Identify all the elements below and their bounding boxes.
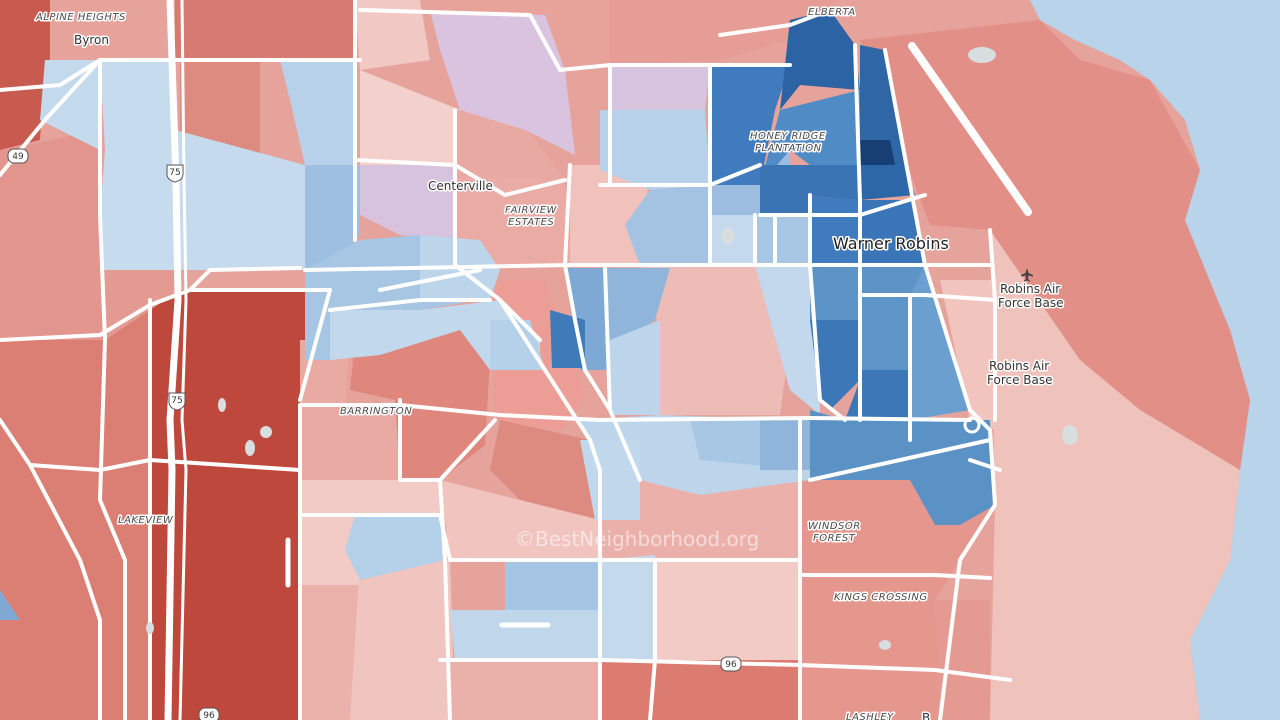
place-labels: ALPINE HEIGHTS Byron ELBERTA HONEY RIDGE… [34, 6, 1066, 720]
label-centerville: Centerville [428, 179, 493, 193]
shield-us96-bottom: 96 [203, 711, 215, 720]
label-barrington: BARRINGTON [340, 406, 412, 417]
airplane-icon[interactable] [1021, 268, 1033, 282]
shield-us96-mid: 96 [725, 660, 737, 670]
lakes [146, 47, 1078, 650]
label-robins-base-1: Robins Air [989, 359, 1049, 373]
route-shield-icon: 96 [198, 707, 220, 720]
route-shield-icon: 96 [720, 656, 742, 672]
label-fairview: FAIRVIEW [505, 205, 558, 216]
label-warner-robins: Warner Robins [833, 234, 949, 253]
label-alpine-heights: ALPINE HEIGHTS [35, 12, 126, 23]
label-lakeview: LAKEVIEW [118, 515, 174, 526]
label-robins-afb-2: Force Base [998, 296, 1064, 310]
highway-shields: 75 75 49 96 96 [7, 148, 742, 720]
district-polygons-blue [40, 10, 995, 660]
label-byron: Byron [74, 33, 109, 47]
label-elberta: ELBERTA [808, 7, 856, 18]
interstate-shield-icon: 75 [168, 392, 186, 411]
label-honey-ridge: HONEY RIDGE [750, 131, 826, 142]
label-estates: ESTATES [508, 217, 554, 228]
label-robins-afb-1: Robins Air [1000, 282, 1060, 296]
label-lashley: LASHLEY [846, 712, 894, 720]
road-network [0, 0, 1032, 720]
shield-i75-mid: 75 [171, 396, 182, 406]
label-kings-crossing: KINGS CROSSING [834, 592, 928, 603]
watermark: ©BestNeighborhood.org [515, 527, 759, 551]
label-plantation: PLANTATION [755, 143, 822, 154]
label-windsor: WINDSOR [808, 521, 861, 532]
label-forest: FOREST [813, 533, 856, 544]
label-bottom-right-partial: B [922, 711, 930, 720]
interstate-shield-icon: 75 [166, 164, 184, 183]
route-shield-icon: 49 [7, 148, 29, 164]
shield-i75-top: 75 [169, 168, 180, 178]
label-robins-base-2: Force Base [987, 373, 1053, 387]
shield-us49: 49 [12, 152, 24, 162]
